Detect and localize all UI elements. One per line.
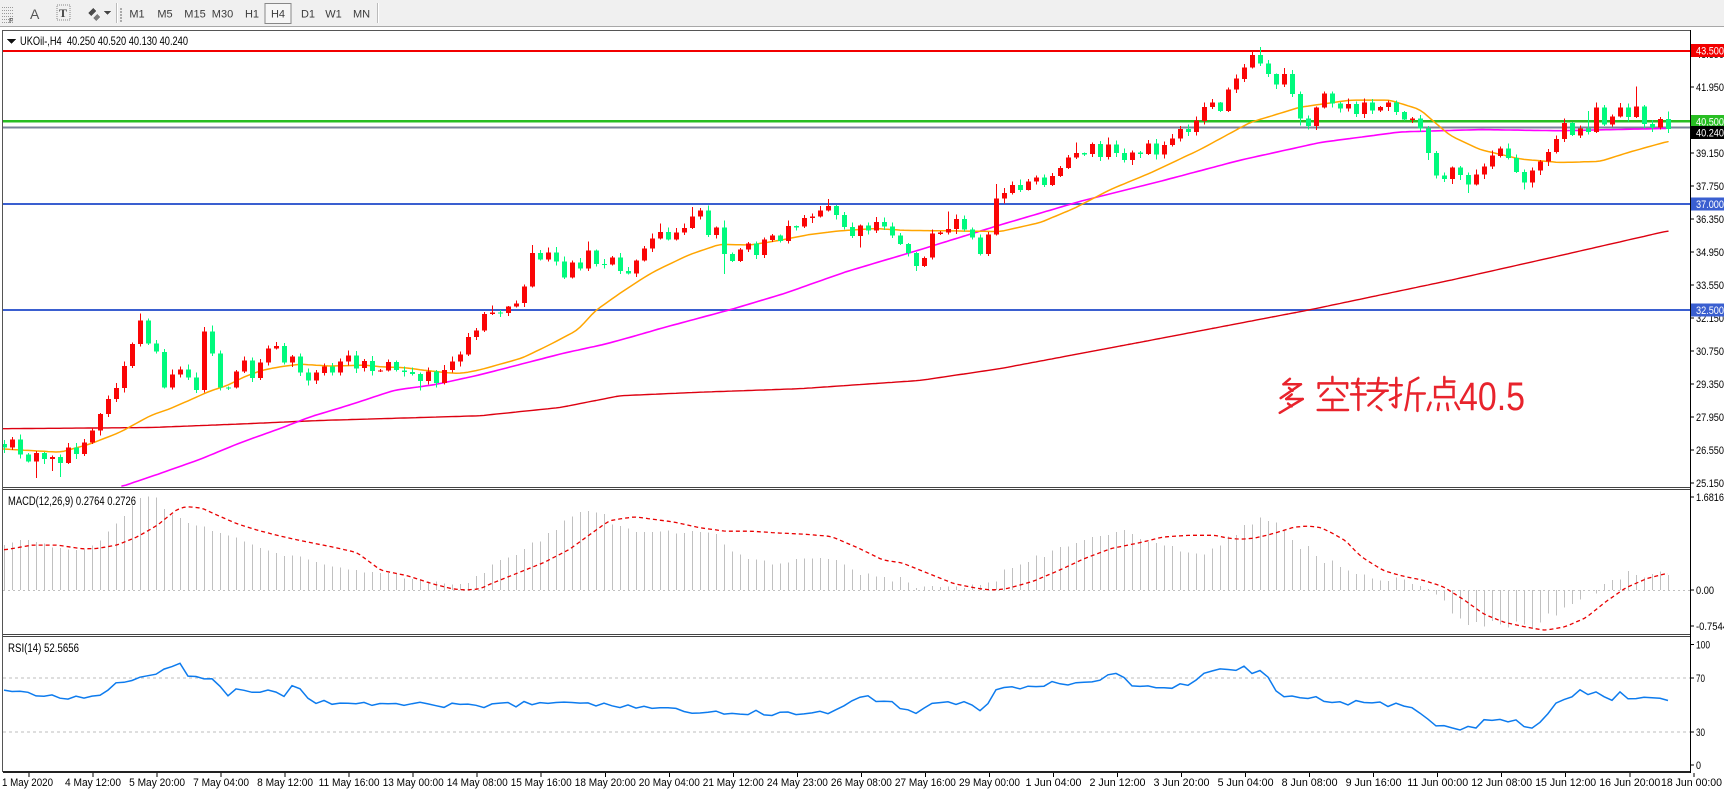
svg-text:-0.7544: -0.7544 [1696, 621, 1724, 633]
svg-text:3 Jun 20:00: 3 Jun 20:00 [1154, 777, 1210, 789]
svg-text:14 May 08:00: 14 May 08:00 [447, 777, 508, 789]
svg-text:T: T [59, 6, 67, 20]
svg-text:W1: W1 [325, 9, 342, 21]
svg-text:39.150: 39.150 [1696, 148, 1724, 160]
svg-text:M5: M5 [157, 9, 172, 21]
svg-text:33.550: 33.550 [1696, 280, 1724, 292]
svg-text:9 Jun 16:00: 9 Jun 16:00 [1346, 777, 1402, 789]
svg-text:27.950: 27.950 [1696, 412, 1724, 424]
svg-text:H4: H4 [271, 9, 285, 21]
svg-text:RSI(14) 52.5656: RSI(14) 52.5656 [8, 643, 79, 655]
svg-text:27 May 16:00: 27 May 16:00 [895, 777, 956, 789]
svg-text:16 Jun 20:00: 16 Jun 20:00 [1599, 777, 1660, 789]
svg-text:26.550: 26.550 [1696, 445, 1724, 457]
svg-text:0: 0 [1696, 760, 1701, 772]
svg-text:11 Jun 00:00: 11 Jun 00:00 [1407, 777, 1468, 789]
svg-text:0.00: 0.00 [1696, 585, 1714, 597]
svg-text:1 May 2020: 1 May 2020 [2, 777, 53, 789]
svg-text:MN: MN [353, 9, 370, 21]
svg-text:8 Jun 08:00: 8 Jun 08:00 [1282, 777, 1338, 789]
svg-text:20 May 04:00: 20 May 04:00 [639, 777, 700, 789]
svg-text:5 May 20:00: 5 May 20:00 [129, 777, 185, 789]
svg-text:M15: M15 [184, 9, 205, 21]
svg-text:40.500: 40.500 [1696, 116, 1724, 128]
svg-text:15 Jun 12:00: 15 Jun 12:00 [1535, 777, 1596, 789]
svg-text:D1: D1 [301, 9, 315, 21]
svg-text:29 May 00:00: 29 May 00:00 [959, 777, 1020, 789]
svg-text:1 Jun 04:00: 1 Jun 04:00 [1026, 777, 1082, 789]
svg-text:7 May 04:00: 7 May 04:00 [193, 777, 249, 789]
svg-text:29.350: 29.350 [1696, 379, 1724, 391]
svg-text:40.5: 40.5 [1459, 375, 1525, 419]
svg-text:26 May 08:00: 26 May 08:00 [831, 777, 892, 789]
svg-text:8 May 12:00: 8 May 12:00 [257, 777, 313, 789]
svg-text:MACD(12,26,9) 0.2764 0.2726: MACD(12,26,9) 0.2764 0.2726 [8, 496, 136, 508]
svg-text:4 May 12:00: 4 May 12:00 [65, 777, 121, 789]
svg-text:40.240: 40.240 [1696, 128, 1724, 140]
svg-text:12 Jun 08:00: 12 Jun 08:00 [1471, 777, 1532, 789]
svg-text:32.500: 32.500 [1696, 305, 1724, 317]
svg-text:100: 100 [1696, 640, 1710, 652]
svg-text:UKOil-,H4 40.250 40.520 40.13: UKOil-,H4 40.250 40.520 40.130 40.240 [20, 34, 188, 48]
svg-text:15 May 16:00: 15 May 16:00 [511, 777, 572, 789]
svg-text:70: 70 [1696, 673, 1705, 685]
svg-text:34.950: 34.950 [1696, 247, 1724, 259]
svg-text:M1: M1 [129, 9, 144, 21]
svg-text:30.750: 30.750 [1696, 346, 1724, 358]
svg-text:24 May 23:00: 24 May 23:00 [767, 777, 828, 789]
svg-text:18 May 20:00: 18 May 20:00 [575, 777, 636, 789]
svg-text:11 May 16:00: 11 May 16:00 [319, 777, 380, 789]
svg-text:18 Jun 00:00: 18 Jun 00:00 [1661, 777, 1722, 789]
svg-text:1.6816: 1.6816 [1696, 492, 1724, 504]
svg-text:25.150: 25.150 [1696, 478, 1724, 490]
svg-text:21 May 12:00: 21 May 12:00 [703, 777, 764, 789]
svg-text:30: 30 [1696, 727, 1705, 739]
svg-text:37.750: 37.750 [1696, 181, 1724, 193]
svg-text:2 Jun 12:00: 2 Jun 12:00 [1090, 777, 1146, 789]
svg-text:H1: H1 [245, 9, 259, 21]
svg-text:M30: M30 [212, 9, 233, 21]
svg-text:36.350: 36.350 [1696, 214, 1724, 226]
svg-text:43.500: 43.500 [1696, 46, 1724, 58]
svg-text:5 Jun 04:00: 5 Jun 04:00 [1218, 777, 1274, 789]
svg-text:F: F [9, 18, 13, 25]
svg-text:41.950: 41.950 [1696, 82, 1724, 94]
svg-text:A: A [30, 6, 40, 22]
svg-text:37.000: 37.000 [1696, 199, 1724, 211]
svg-text:13 May 00:00: 13 May 00:00 [383, 777, 444, 789]
